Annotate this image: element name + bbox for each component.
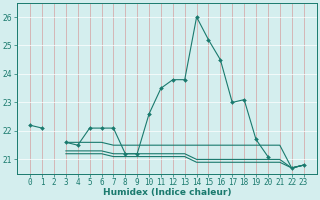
X-axis label: Humidex (Indice chaleur): Humidex (Indice chaleur) <box>103 188 231 197</box>
